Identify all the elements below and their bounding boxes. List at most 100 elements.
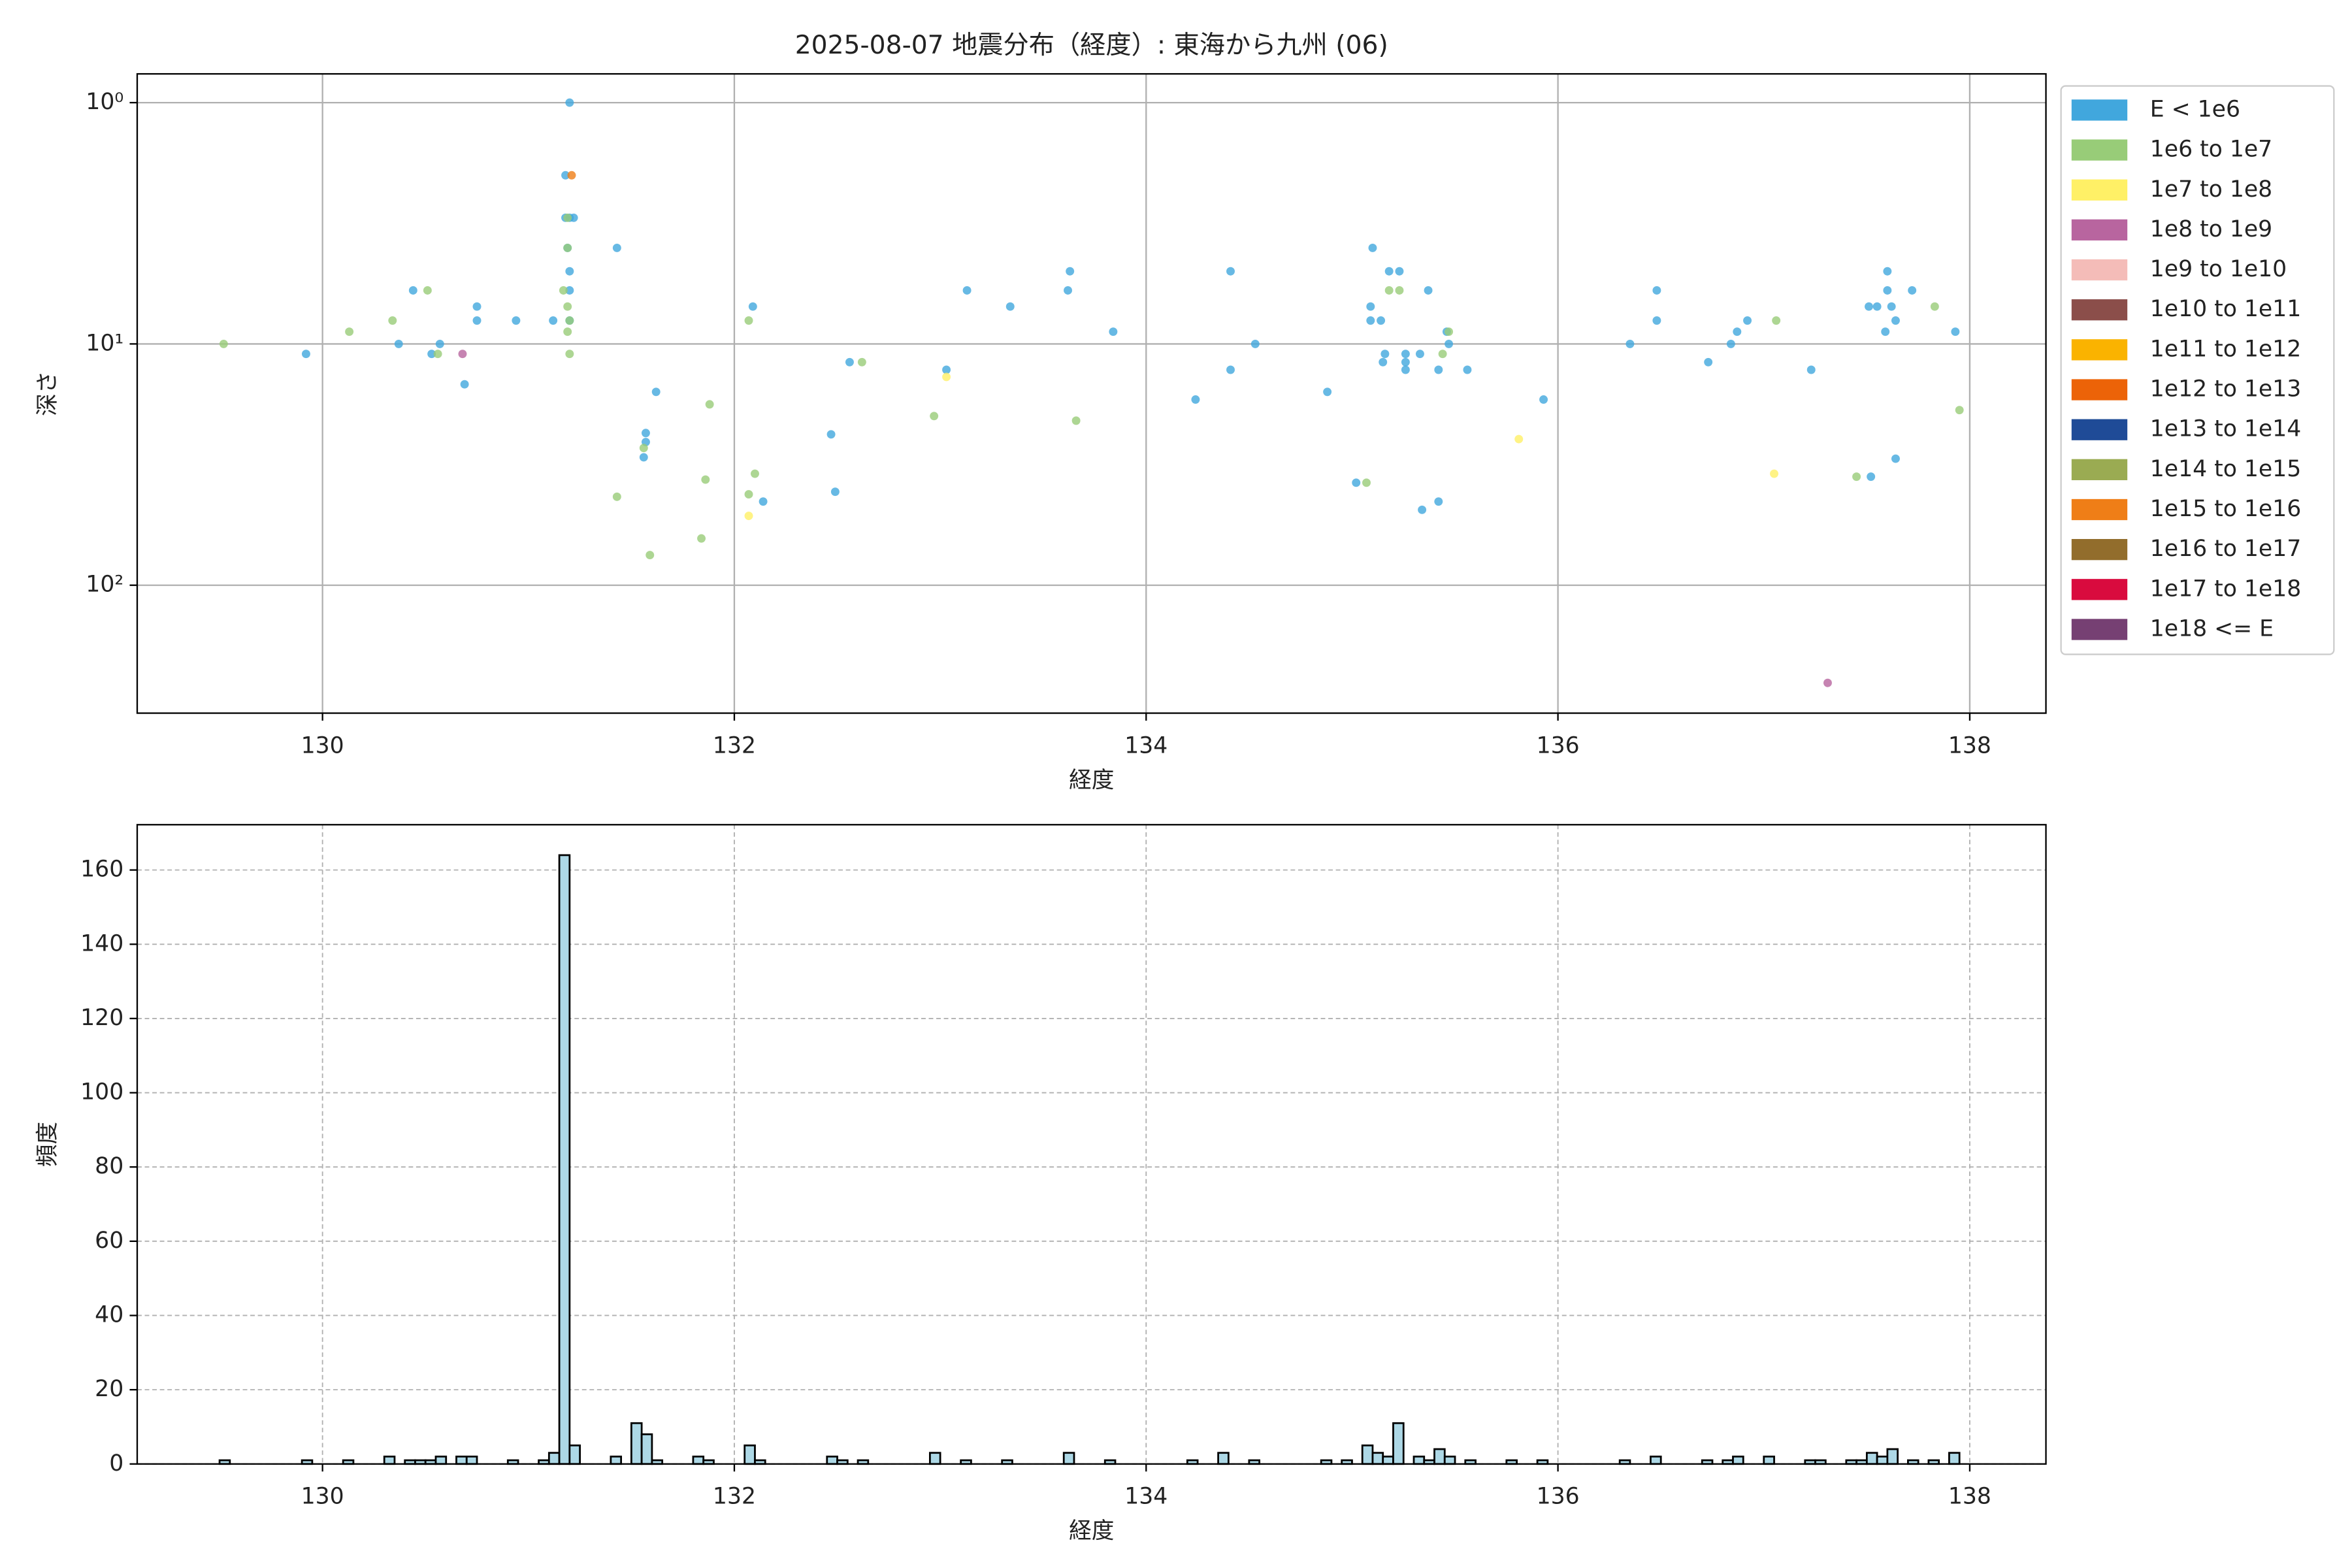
legend-swatch xyxy=(2071,259,2128,281)
axes-frame xyxy=(136,73,2047,714)
bar xyxy=(558,854,571,1465)
bar xyxy=(1650,1456,1662,1465)
point xyxy=(1395,286,1404,295)
bar xyxy=(928,1452,941,1465)
point xyxy=(1064,286,1072,295)
point xyxy=(1743,316,1752,325)
point xyxy=(472,316,482,325)
bar xyxy=(1876,1456,1889,1465)
point xyxy=(1384,286,1394,295)
bar xyxy=(826,1456,838,1465)
legend-swatch xyxy=(2071,99,2128,121)
bar xyxy=(610,1456,623,1465)
point xyxy=(645,551,655,560)
point xyxy=(1377,316,1386,325)
point xyxy=(563,302,572,311)
point xyxy=(1872,302,1882,311)
point xyxy=(1424,286,1433,295)
y-axis-label: 頻度 xyxy=(35,1122,61,1167)
y-tick-label: 10² xyxy=(86,572,123,598)
point xyxy=(1772,316,1781,325)
point xyxy=(1652,316,1661,325)
point xyxy=(435,339,444,348)
point xyxy=(744,316,753,325)
point xyxy=(930,412,939,421)
point xyxy=(962,286,972,295)
x-tick-label: 132 xyxy=(713,1484,756,1510)
point xyxy=(1652,286,1661,295)
point xyxy=(569,213,578,222)
x-axis-label: 経度 xyxy=(1069,1518,1114,1544)
legend-box xyxy=(2060,85,2335,655)
bar xyxy=(1443,1456,1456,1465)
point xyxy=(559,286,568,295)
x-tick-label: 138 xyxy=(1948,732,1991,759)
point xyxy=(612,492,621,501)
point xyxy=(639,453,648,462)
bar xyxy=(1763,1456,1775,1465)
point xyxy=(697,534,706,543)
legend-label: 1e12 to 1e13 xyxy=(2150,376,2301,402)
y-tick-label: 80 xyxy=(95,1153,123,1179)
bar xyxy=(434,1456,448,1465)
point xyxy=(759,497,768,506)
point xyxy=(1415,350,1424,359)
bar xyxy=(568,1444,581,1465)
axes-frame xyxy=(136,824,2047,1465)
point xyxy=(345,327,354,336)
bar xyxy=(1062,1452,1075,1465)
point xyxy=(1539,395,1548,404)
point xyxy=(1867,472,1876,482)
point xyxy=(1881,327,1890,336)
point xyxy=(219,339,228,348)
legend-label: 1e11 to 1e12 xyxy=(2150,336,2301,362)
legend-swatch xyxy=(2071,539,2128,561)
point xyxy=(651,387,661,397)
point xyxy=(1770,469,1778,478)
point xyxy=(1852,472,1861,482)
point xyxy=(1250,339,1260,348)
point xyxy=(705,400,714,409)
bar xyxy=(1948,1452,1961,1465)
point xyxy=(567,171,576,180)
point xyxy=(1823,678,1832,687)
point xyxy=(1366,302,1375,311)
point xyxy=(565,286,574,295)
point xyxy=(1891,316,1900,325)
legend-label: 1e15 to 1e16 xyxy=(2150,496,2301,522)
chart-title: 2025-08-07 地震分布（経度）: 東海から九州 (06) xyxy=(795,31,1388,60)
y-tick-label: 20 xyxy=(95,1376,123,1402)
point xyxy=(1514,434,1524,444)
bar xyxy=(1413,1456,1426,1465)
point xyxy=(1401,350,1410,359)
bar xyxy=(1392,1422,1405,1465)
bar xyxy=(455,1456,468,1465)
y-tick-label: 10¹ xyxy=(86,330,123,356)
bar xyxy=(1732,1456,1744,1465)
y-tick-label: 10⁰ xyxy=(86,89,123,115)
legend-label: 1e9 to 1e10 xyxy=(2150,256,2287,282)
point xyxy=(427,350,436,359)
point xyxy=(472,302,482,311)
point xyxy=(394,339,403,348)
point xyxy=(565,267,574,276)
y-tick-label: 100 xyxy=(80,1079,123,1105)
point xyxy=(563,243,572,252)
legend-label: 1e7 to 1e8 xyxy=(2150,176,2272,203)
point xyxy=(1226,365,1235,374)
point xyxy=(549,316,558,325)
bar xyxy=(1361,1444,1374,1465)
bar xyxy=(465,1456,478,1465)
point xyxy=(1625,339,1635,348)
legend-label: 1e13 to 1e14 xyxy=(2150,416,2301,442)
point xyxy=(612,243,621,252)
x-tick-label: 132 xyxy=(713,732,756,759)
point xyxy=(563,327,572,336)
legend-swatch xyxy=(2071,419,2128,440)
point xyxy=(1366,316,1375,325)
point xyxy=(1883,267,1892,276)
point xyxy=(1191,395,1200,404)
point xyxy=(1434,497,1443,506)
bar xyxy=(1382,1456,1394,1465)
point xyxy=(1806,365,1816,374)
